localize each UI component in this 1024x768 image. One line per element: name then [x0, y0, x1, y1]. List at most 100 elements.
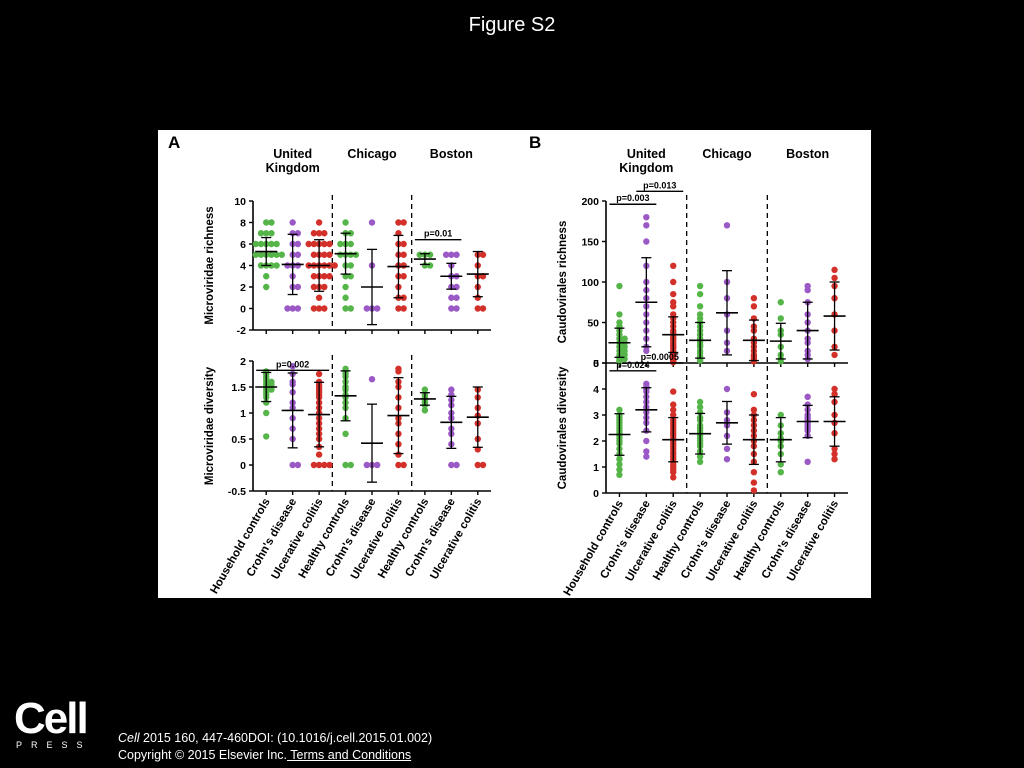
site-header: Chicago	[702, 147, 752, 161]
data-point	[804, 393, 811, 400]
data-point	[442, 251, 450, 258]
data-point	[347, 305, 354, 312]
data-point	[750, 358, 758, 365]
data-point	[342, 294, 349, 301]
data-point	[273, 262, 280, 269]
data-point	[643, 222, 650, 229]
data-point	[263, 283, 270, 291]
data-point	[616, 456, 623, 463]
data-point	[321, 283, 328, 291]
y-tick-label: 10	[234, 196, 246, 208]
data-point	[268, 230, 275, 237]
data-point	[479, 461, 487, 469]
data-point	[400, 461, 407, 469]
site-header: Boston	[430, 147, 473, 161]
data-point	[616, 406, 623, 413]
data-point	[315, 451, 323, 458]
data-point	[321, 251, 328, 258]
data-point	[400, 219, 407, 226]
data-point	[831, 450, 838, 458]
data-point	[696, 303, 704, 310]
data-point	[448, 251, 455, 258]
y-tick-label: 150	[581, 237, 599, 249]
y-tick-label: 1.5	[231, 382, 246, 394]
data-point	[448, 294, 455, 301]
data-point	[294, 305, 302, 312]
data-point	[696, 458, 704, 465]
data-point	[252, 251, 260, 258]
significance-label: p=0.01	[424, 229, 452, 239]
data-point	[831, 445, 838, 452]
data-point	[268, 219, 275, 226]
data-point	[750, 295, 758, 302]
data-point	[321, 305, 328, 312]
y-axis-label: Caudovirales diversity	[557, 366, 569, 489]
data-point	[670, 401, 677, 408]
data-point	[804, 458, 811, 465]
data-point	[777, 358, 784, 365]
x-group-label: Ulcerative colitis	[785, 499, 841, 584]
citation-journal: Cell	[118, 731, 140, 745]
data-point	[310, 461, 318, 469]
y-tick-label: 6	[240, 239, 246, 251]
data-point	[263, 409, 270, 417]
site-header: United	[627, 147, 666, 161]
data-point	[326, 273, 333, 280]
data-point	[643, 448, 650, 455]
data-point	[284, 262, 291, 269]
data-point	[268, 262, 275, 269]
data-point	[831, 391, 838, 398]
data-point	[474, 305, 481, 312]
data-point	[315, 461, 323, 469]
data-point	[294, 230, 302, 237]
data-point	[643, 238, 650, 245]
site-header: Chicago	[347, 147, 397, 161]
data-point	[777, 315, 784, 322]
data-point	[326, 251, 333, 258]
panel-label-A: A	[168, 133, 180, 152]
y-tick-label: -2	[237, 325, 246, 337]
y-tick-label: 4	[240, 261, 246, 273]
data-point	[400, 251, 407, 258]
logo-wordmark: Cell	[14, 694, 89, 743]
terms-and-conditions-link[interactable]: Terms and Conditions	[287, 748, 412, 762]
data-point	[723, 222, 731, 229]
data-point	[831, 456, 838, 463]
y-tick-label: 2	[240, 282, 246, 294]
data-point	[326, 240, 333, 248]
copyright-line: Copyright © 2015 Elsevier Inc. Terms and…	[118, 748, 411, 762]
data-point	[723, 385, 731, 393]
y-tick-label: 0	[593, 358, 599, 370]
data-point	[616, 466, 623, 473]
significance-label: p=0.024	[616, 360, 649, 370]
panel-label-B: B	[529, 133, 541, 152]
data-point	[310, 305, 318, 312]
data-point	[321, 273, 328, 280]
data-point	[474, 461, 481, 469]
data-point	[294, 251, 302, 258]
data-point	[315, 219, 323, 226]
citation: Cell 2015 160, 447-460DOI: (10.1016/j.ce…	[118, 731, 432, 745]
data-point	[616, 311, 623, 318]
data-point	[321, 461, 328, 469]
data-point	[831, 274, 838, 282]
data-point	[750, 469, 758, 476]
data-point	[616, 358, 623, 365]
significance-label: p=0.0005	[641, 352, 679, 362]
data-point	[479, 305, 487, 312]
data-point	[831, 266, 838, 274]
data-point	[263, 273, 270, 280]
data-point	[670, 388, 677, 395]
data-point	[750, 391, 758, 398]
data-point	[426, 251, 434, 258]
y-tick-label: 0	[240, 304, 246, 316]
data-point	[331, 262, 338, 269]
data-point	[696, 398, 704, 406]
y-tick-label: 1	[593, 462, 599, 474]
data-point	[278, 251, 286, 258]
data-point	[750, 487, 758, 494]
data-point	[448, 461, 455, 469]
data-point	[696, 453, 704, 460]
y-tick-label: 1	[240, 408, 246, 420]
